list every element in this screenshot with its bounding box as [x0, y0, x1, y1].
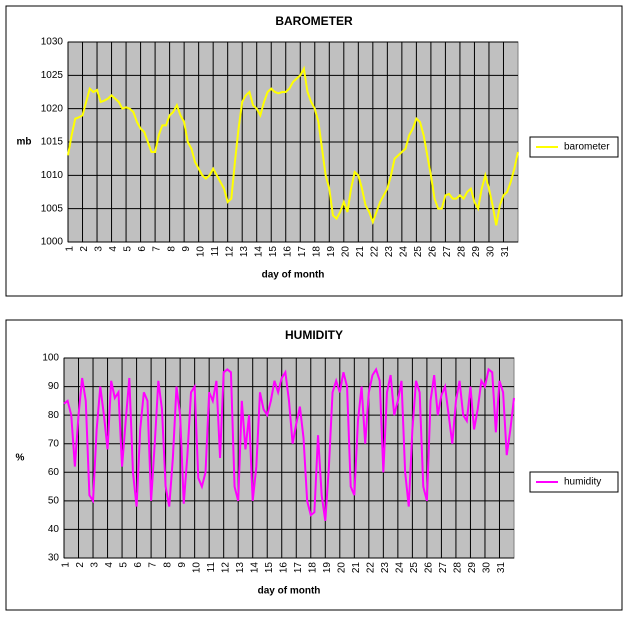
x-tick-label: 29 [467, 562, 478, 574]
x-tick-label: 3 [90, 562, 101, 568]
y-tick-label: 1010 [41, 170, 64, 181]
x-tick-label: 14 [249, 562, 260, 574]
x-tick-label: 31 [500, 246, 511, 258]
x-tick-label: 11 [210, 246, 221, 257]
x-tick-label: 23 [384, 246, 395, 258]
y-tick-label: 1025 [41, 70, 64, 81]
x-tick-label: 27 [438, 562, 449, 574]
x-tick-label: 7 [148, 562, 159, 568]
x-tick-label: 1 [65, 246, 76, 252]
x-tick-label: 11 [206, 562, 217, 573]
y-tick-label: 1005 [41, 203, 64, 214]
x-tick-label: 25 [413, 246, 424, 258]
legend-label: humidity [564, 477, 601, 488]
x-tick-label: 2 [79, 246, 90, 252]
x-tick-label: 31 [496, 562, 507, 574]
x-tick-label: 14 [253, 246, 264, 258]
x-tick-label: 19 [322, 562, 333, 574]
y-axis-label: mb [17, 137, 32, 148]
y-tick-label: 80 [48, 410, 60, 421]
chart-title: BAROMETER [275, 14, 353, 28]
x-tick-label: 25 [409, 562, 420, 574]
x-tick-label: 10 [195, 246, 206, 258]
x-tick-label: 26 [428, 246, 439, 258]
x-tick-label: 30 [482, 562, 493, 574]
y-tick-label: 1015 [41, 137, 64, 148]
x-tick-label: 16 [282, 246, 293, 258]
y-tick-label: 50 [48, 495, 60, 506]
x-tick-label: 9 [181, 246, 192, 252]
x-tick-label: 13 [239, 246, 250, 258]
x-tick-label: 26 [424, 562, 435, 574]
x-tick-label: 8 [166, 246, 177, 252]
data-line [67, 65, 519, 226]
x-tick-label: 19 [326, 246, 337, 258]
x-tick-label: 3 [94, 246, 105, 252]
x-tick-label: 5 [123, 246, 134, 252]
x-tick-label: 22 [365, 562, 376, 574]
x-tick-label: 28 [457, 246, 468, 258]
x-tick-label: 4 [104, 562, 115, 568]
x-tick-label: 8 [162, 562, 173, 568]
x-tick-label: 15 [268, 246, 279, 258]
data-line [63, 367, 515, 521]
x-tick-label: 15 [264, 562, 275, 574]
y-tick-label: 1000 [41, 237, 64, 248]
y-tick-label: 40 [48, 524, 60, 535]
x-tick-label: 27 [442, 246, 453, 258]
x-tick-label: 6 [133, 562, 144, 568]
x-tick-label: 24 [399, 246, 410, 258]
x-tick-label: 18 [311, 246, 322, 258]
x-tick-label: 18 [307, 562, 318, 574]
x-tick-label: 21 [351, 562, 362, 574]
y-tick-label: 60 [48, 467, 60, 478]
x-tick-label: 5 [119, 562, 130, 568]
x-axis-label: day of month [258, 586, 321, 597]
x-tick-label: 9 [177, 562, 188, 568]
x-tick-label: 10 [191, 562, 202, 574]
x-axis-label: day of month [262, 270, 325, 281]
x-tick-label: 21 [355, 246, 366, 258]
y-tick-label: 70 [48, 438, 60, 449]
legend-box [529, 471, 619, 493]
legend-label: barometer [564, 142, 610, 153]
x-tick-label: 6 [137, 246, 148, 252]
legend-box [529, 136, 619, 158]
x-tick-label: 17 [297, 246, 308, 258]
x-tick-label: 30 [486, 246, 497, 258]
x-tick-label: 24 [395, 562, 406, 574]
chart-title: HUMIDITY [285, 328, 343, 342]
y-axis-label: % [16, 453, 25, 464]
x-tick-label: 20 [336, 562, 347, 574]
y-tick-label: 1020 [41, 103, 64, 114]
x-tick-label: 23 [380, 562, 391, 574]
x-tick-label: 20 [340, 246, 351, 258]
x-tick-label: 4 [108, 246, 119, 252]
x-tick-label: 7 [152, 246, 163, 252]
x-tick-label: 17 [293, 562, 304, 574]
y-tick-label: 100 [42, 353, 59, 364]
y-tick-label: 30 [48, 553, 60, 564]
x-tick-label: 2 [75, 562, 86, 568]
x-tick-label: 12 [220, 562, 231, 574]
x-tick-label: 12 [224, 246, 235, 258]
x-tick-label: 29 [471, 246, 482, 258]
x-tick-label: 16 [278, 562, 289, 574]
x-tick-label: 13 [235, 562, 246, 574]
x-tick-label: 1 [61, 562, 72, 568]
y-tick-label: 1030 [41, 37, 64, 48]
x-tick-label: 22 [369, 246, 380, 258]
x-tick-label: 28 [453, 562, 464, 574]
y-tick-label: 90 [48, 381, 60, 392]
